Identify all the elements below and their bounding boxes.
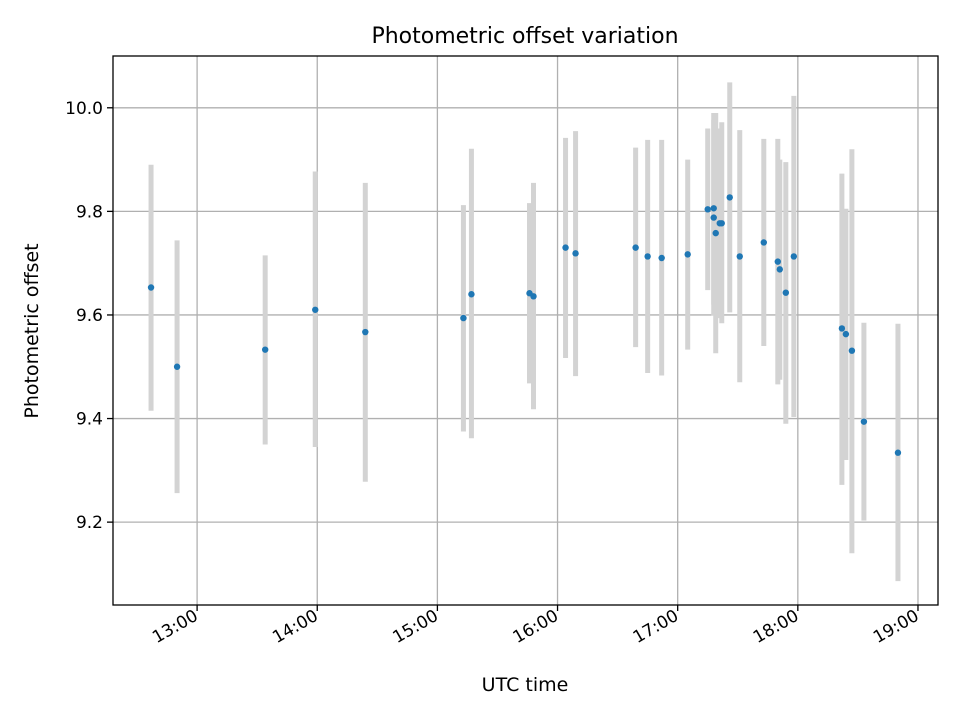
data-point (726, 194, 733, 201)
plot-frame (112, 55, 939, 606)
data-point (312, 306, 319, 313)
data-points (147, 194, 902, 456)
error-bars (148, 82, 901, 582)
data-point (530, 293, 537, 300)
data-point (704, 206, 711, 213)
x-tick-label: 17:00 (630, 606, 682, 648)
x-tick-label: 19:00 (870, 606, 922, 648)
data-point (774, 258, 782, 265)
grid-lines (113, 56, 938, 605)
data-point (460, 314, 467, 322)
data-point (848, 347, 856, 354)
x-tick-label: 15:00 (389, 606, 441, 648)
data-point (790, 253, 798, 260)
data-point (838, 325, 846, 332)
x-axis-label: UTC time (482, 674, 569, 696)
y-axis-label: Photometric offset (21, 243, 43, 418)
data-point (782, 289, 790, 296)
data-point (173, 363, 181, 370)
data-point (632, 244, 639, 251)
x-tick-label: 18:00 (750, 606, 802, 648)
data-point (644, 253, 651, 260)
data-point (468, 291, 475, 298)
data-point (860, 418, 868, 425)
chart-title: Photometric offset variation (371, 24, 678, 49)
data-point (710, 214, 717, 221)
data-point (261, 346, 269, 353)
data-point (712, 229, 719, 237)
y-tick-label: 9.6 (76, 306, 103, 326)
y-tick-label: 9.2 (76, 513, 103, 533)
data-point (658, 254, 665, 262)
y-tick-label: 10.0 (65, 99, 103, 119)
data-point (562, 244, 569, 251)
x-tick-label: 14:00 (269, 606, 321, 648)
x-tick-label: 13:00 (149, 606, 201, 648)
data-point (684, 251, 691, 258)
data-point (147, 284, 155, 291)
data-point (736, 253, 743, 260)
data-point (776, 266, 784, 273)
data-point (894, 449, 902, 456)
data-point (718, 220, 725, 227)
data-point (362, 328, 369, 336)
data-point (842, 330, 850, 338)
y-tick-label: 9.4 (76, 410, 103, 430)
y-tick-label: 9.8 (76, 202, 103, 222)
x-tick-label: 16:00 (510, 606, 562, 648)
data-point (760, 239, 767, 246)
data-point (710, 205, 717, 212)
data-point (572, 250, 579, 257)
